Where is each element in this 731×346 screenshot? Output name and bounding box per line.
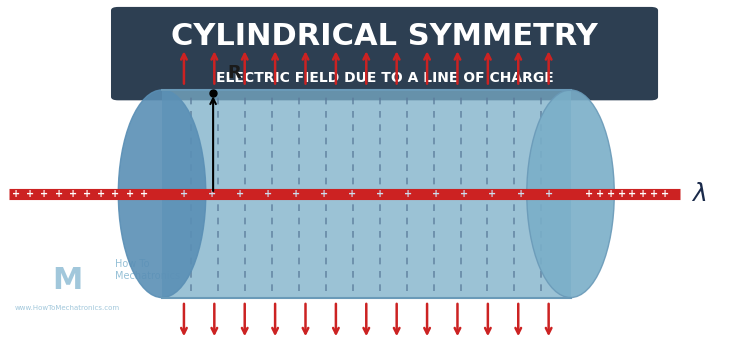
Text: +: + [26,189,34,199]
Text: +: + [488,189,496,199]
Text: +: + [404,189,412,199]
Text: +: + [111,189,119,199]
Text: +: + [607,189,615,199]
Text: +: + [12,189,20,199]
Text: +: + [517,189,525,199]
Text: +: + [264,189,272,199]
Text: +: + [651,189,659,199]
Text: +: + [320,189,328,199]
Text: +: + [629,189,637,199]
Text: +: + [236,189,244,199]
Text: +: + [596,189,604,199]
Text: $\lambda$: $\lambda$ [691,182,706,206]
Text: +: + [461,189,469,199]
Text: +: + [140,189,148,199]
Text: +: + [40,189,48,199]
Text: +: + [432,189,441,199]
Text: +: + [662,189,670,199]
Text: +: + [83,189,91,199]
Text: +: + [585,189,593,199]
Text: +: + [180,189,188,199]
Text: CYLINDRICAL SYMMETRY: CYLINDRICAL SYMMETRY [171,22,598,51]
Text: +: + [376,189,385,199]
Text: +: + [126,189,134,199]
Text: +: + [618,189,626,199]
Text: +: + [55,189,63,199]
Ellipse shape [527,90,614,298]
Text: M: M [52,266,83,295]
Text: +: + [69,189,77,199]
Text: R: R [227,64,241,82]
Text: +: + [97,189,105,199]
Text: +: + [348,189,356,199]
Text: How To
Mechatronics: How To Mechatronics [115,259,180,281]
Text: +: + [640,189,648,199]
Bar [162,90,570,298]
Text: ELECTRIC FIELD DUE TO A LINE OF CHARGE: ELECTRIC FIELD DUE TO A LINE OF CHARGE [216,71,553,85]
Text: +: + [208,189,216,199]
FancyBboxPatch shape [111,7,658,100]
Text: +: + [292,189,300,199]
Text: +: + [545,189,553,199]
Text: www.HowToMechatronics.com: www.HowToMechatronics.com [15,305,120,311]
Ellipse shape [118,90,206,298]
